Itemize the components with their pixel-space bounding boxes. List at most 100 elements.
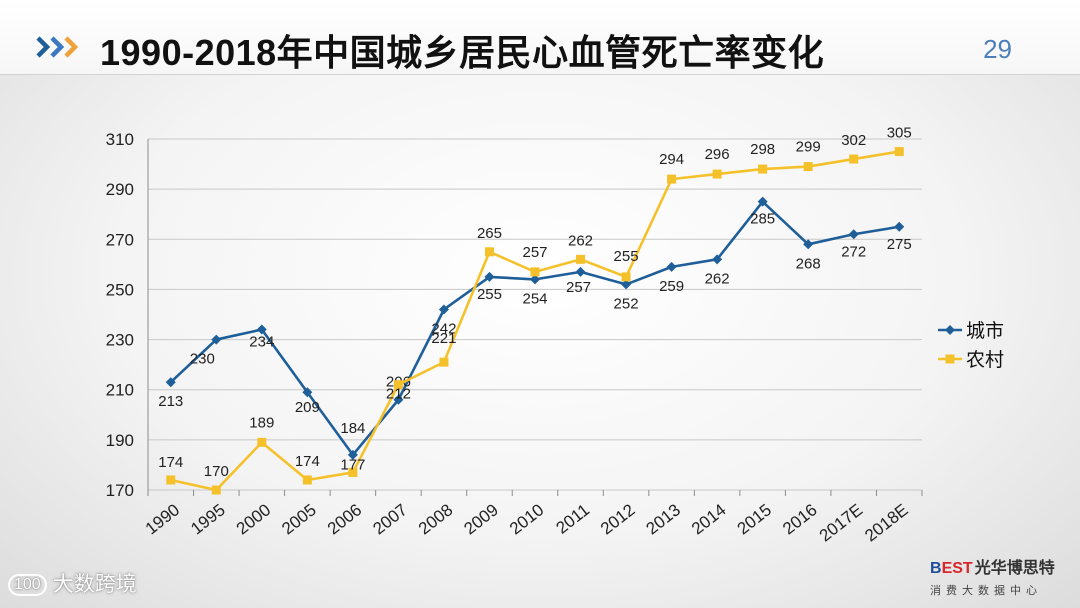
data-point [894, 221, 905, 232]
y-tick-label: 170 [106, 481, 134, 500]
data-label: 262 [568, 232, 593, 249]
data-point [667, 174, 677, 184]
x-tick-label: 2009 [460, 500, 502, 538]
legend-marker [945, 325, 955, 335]
brand-logo-b: B [930, 560, 942, 577]
data-label: 213 [158, 393, 183, 410]
data-label: 209 [295, 399, 320, 416]
data-point [347, 449, 358, 460]
legend-label: 城市 [966, 320, 1004, 342]
data-point [484, 247, 494, 257]
page-title: 1990-2018年中国城乡居民心血管死亡率变化 [100, 32, 825, 73]
data-label: 265 [477, 225, 502, 242]
x-tick-label: 2015 [734, 500, 776, 538]
data-point [211, 485, 221, 495]
data-label: 262 [705, 270, 730, 287]
chat-bubble-icon: 100 [8, 574, 47, 597]
x-tick-label: 2014 [688, 500, 730, 538]
data-label: 184 [340, 420, 365, 437]
x-tick-label: 2018E [861, 500, 911, 545]
data-label: 177 [340, 456, 365, 473]
data-point [894, 147, 904, 157]
data-label: 230 [190, 351, 215, 368]
data-point [848, 229, 859, 240]
data-point [439, 357, 449, 367]
data-label: 302 [841, 132, 866, 149]
data-point [712, 254, 723, 265]
data-label: 275 [887, 236, 912, 253]
data-point [530, 274, 540, 285]
data-point [530, 267, 540, 277]
data-point [803, 239, 814, 250]
data-point [348, 467, 358, 477]
x-tick-label: 2005 [278, 500, 320, 538]
x-tick-label: 2011 [552, 500, 593, 537]
data-label: 221 [431, 330, 456, 347]
data-point [166, 475, 176, 485]
legend-marker [945, 354, 955, 364]
data-label: 174 [158, 454, 183, 471]
data-label: 212 [386, 386, 411, 403]
data-label: 242 [431, 320, 456, 337]
data-label: 259 [659, 278, 684, 295]
data-label: 296 [705, 146, 730, 163]
data-point [438, 304, 449, 315]
data-label: 189 [249, 414, 274, 431]
data-point [256, 324, 267, 335]
y-tick-label: 250 [106, 280, 134, 299]
data-label: 257 [566, 279, 591, 296]
data-label: 272 [841, 243, 866, 260]
data-label: 234 [249, 334, 274, 351]
data-point [393, 394, 404, 405]
data-point [211, 334, 222, 345]
x-tick-label: 2013 [643, 500, 685, 538]
data-label: 254 [522, 290, 547, 307]
y-tick-label: 270 [106, 230, 134, 249]
x-tick-label: 2000 [233, 500, 275, 538]
x-tick-label: 2010 [506, 500, 548, 538]
data-point [757, 196, 768, 207]
y-tick-label: 230 [106, 331, 134, 350]
data-point [758, 164, 768, 174]
data-label: 268 [796, 255, 821, 272]
x-tick-label: 2006 [324, 500, 366, 538]
brand-name: 光华博思特 [974, 560, 1055, 577]
data-point [849, 154, 859, 164]
data-label: 285 [750, 211, 775, 228]
x-tick-label: 2017E [816, 500, 866, 545]
x-tick-label: 1990 [142, 500, 184, 538]
y-tick-label: 290 [106, 180, 134, 199]
data-label: 252 [614, 295, 639, 312]
data-label: 257 [522, 244, 547, 261]
y-tick-label: 310 [106, 130, 134, 149]
data-point [484, 271, 495, 282]
data-label: 174 [295, 453, 320, 470]
x-tick-label: 1995 [187, 500, 229, 538]
y-tick-label: 190 [106, 431, 134, 450]
data-point [712, 169, 722, 179]
data-label: 305 [887, 125, 912, 142]
x-tick-label: 2007 [369, 500, 411, 538]
x-tick-label: 2012 [597, 500, 639, 538]
data-point [575, 266, 586, 277]
slide-header: 1990-2018年中国城乡居民心血管死亡率变化 29 [0, 0, 1080, 75]
watermark: 100 大数跨境 [8, 568, 137, 598]
x-tick-label: 2016 [779, 500, 821, 538]
data-point [393, 380, 403, 390]
data-point [576, 254, 586, 264]
data-label: 170 [204, 463, 229, 480]
data-point [165, 377, 176, 388]
y-tick-label: 210 [106, 381, 134, 400]
data-point [803, 162, 813, 172]
brand-logo-est: EST [941, 560, 973, 577]
data-label: 255 [477, 286, 502, 303]
series-line [170, 150, 900, 492]
data-point [302, 387, 313, 398]
data-label: 299 [796, 139, 821, 156]
brand-subtitle: 消费大数据中心 [930, 585, 1042, 597]
brand-logo: BEST 光华博思特 消费大数据中心 [930, 554, 1070, 598]
data-point [621, 272, 631, 282]
chevrons-icon [36, 36, 79, 58]
page-number: 29 [983, 34, 1012, 64]
legend-label: 农村 [966, 349, 1004, 371]
